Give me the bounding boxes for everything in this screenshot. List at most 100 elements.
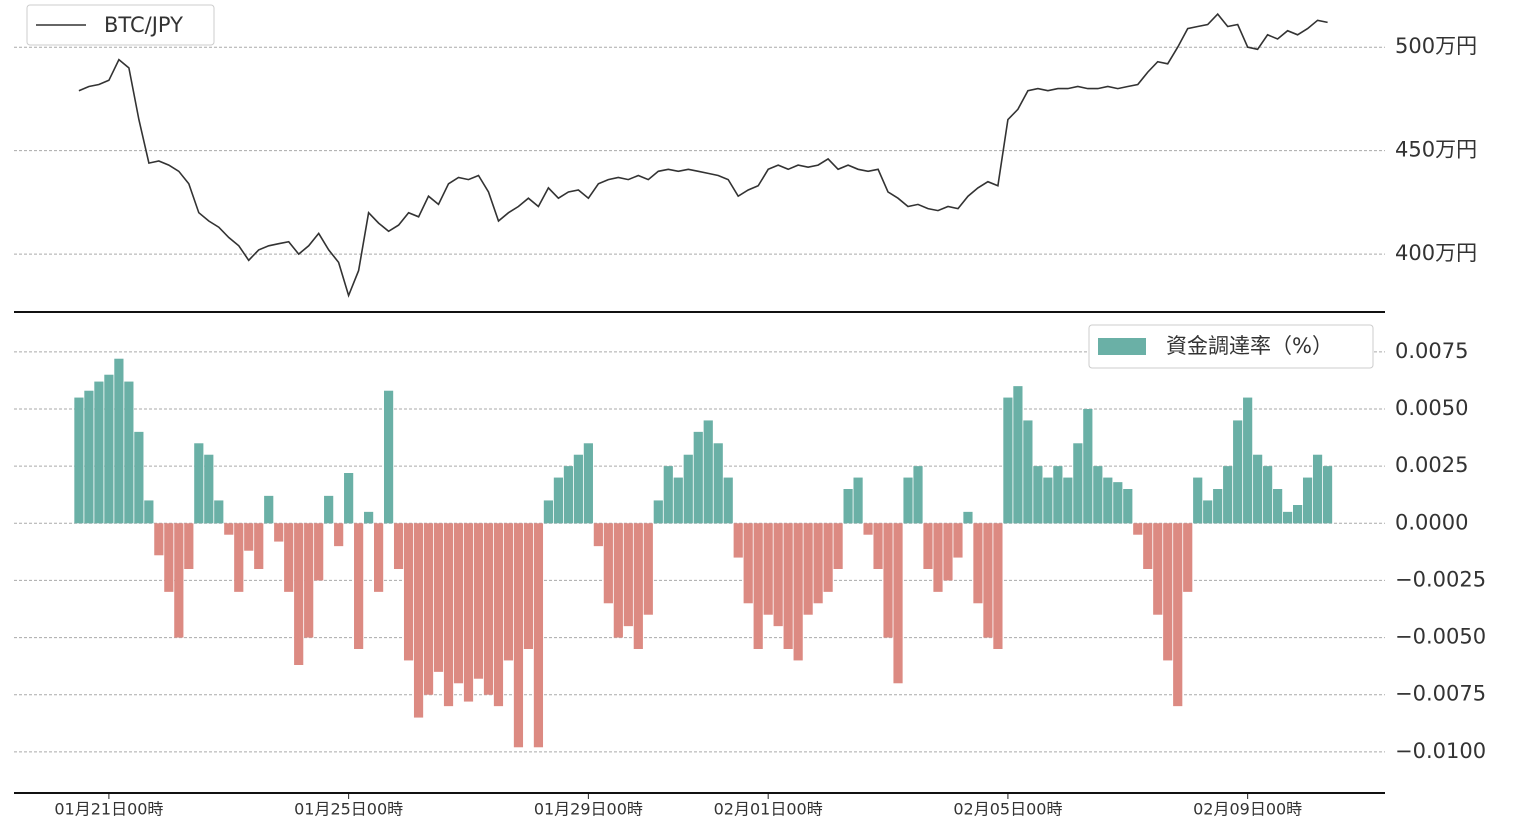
funding-bar [903,477,913,524]
funding-bar [224,523,234,535]
funding-bar [793,523,803,661]
funding-bar [1073,443,1083,524]
funding-bar [783,523,793,649]
funding-bar [983,523,993,638]
funding-bar [913,466,923,524]
funding-bar [1173,523,1183,707]
funding-bar [693,431,703,524]
y-tick-label: −0.0050 [1395,625,1486,649]
funding-bar [1003,397,1013,524]
funding-bar [114,358,124,524]
funding-bar [194,443,204,524]
funding-bar [773,523,783,627]
y-tick-label: 0.0025 [1395,453,1468,477]
funding-bar [284,523,294,592]
funding-bar [1243,397,1253,524]
funding-bar [553,477,563,524]
funding-bar [164,523,174,592]
funding-bar [364,511,374,524]
legend-label: 資金調達率（%） [1166,334,1333,358]
funding-bar [1113,482,1123,524]
funding-bar [893,523,903,684]
funding-bar [493,523,504,707]
funding-bar [433,523,444,672]
funding-bar [503,523,514,661]
legend-box [26,4,215,46]
funding-bar [743,523,753,604]
funding-bar [104,374,114,524]
y-tick-label: 0.0050 [1395,396,1468,420]
funding-bar [144,500,154,524]
funding-bar [823,523,833,592]
legend-label: BTC/JPY [104,13,183,37]
funding-bar [244,523,254,551]
funding-bar [633,523,643,649]
funding-bar [1213,489,1223,524]
funding-bar [1253,454,1263,524]
funding-bar [923,523,933,569]
funding-bar [1123,489,1133,524]
funding-bar [124,381,134,524]
funding-bar [643,523,653,615]
funding-bar [703,420,713,524]
funding-bar [973,523,983,604]
funding-bar [863,523,873,535]
funding-bar [583,443,593,524]
funding-bar [1183,523,1193,592]
funding-bar [74,397,84,524]
funding-bar [324,495,334,524]
funding-bar [154,523,164,556]
funding-bar [1263,466,1273,524]
funding-bar [214,500,224,524]
funding-bar [443,523,454,707]
funding-bar [673,477,683,524]
funding-bar [403,523,414,661]
funding-bar [883,523,893,638]
x-tick-label: 02月01日00時 [714,800,823,819]
funding-bar [833,523,843,569]
funding-bar [963,511,973,524]
funding-bar [134,431,144,524]
funding-bar [94,381,104,524]
funding-bar [733,523,743,558]
funding-bar [1322,466,1333,524]
funding-bar [1293,505,1303,524]
y-tick-label: −0.0100 [1395,739,1486,763]
funding-bar [1063,477,1073,524]
funding-bar [753,523,763,649]
funding-bar [593,523,603,547]
funding-bar [314,523,324,581]
funding-bar [254,523,264,569]
y-tick-label: 400万円 [1395,241,1477,265]
funding-bar [334,523,344,547]
x-tick-label: 02月05日00時 [953,800,1062,819]
funding-bar [1093,466,1103,524]
funding-bar [653,500,663,524]
funding-bar [383,390,394,524]
funding-bar [453,523,464,684]
funding-bar [843,489,853,524]
legend-box [1088,324,1374,369]
funding-bar [533,523,544,748]
y-tick-label: 450万円 [1395,138,1477,162]
funding-bar [1133,523,1143,535]
y-tick-label: −0.0075 [1395,682,1486,706]
funding-bar [1302,477,1313,524]
funding-bar [623,523,633,627]
funding-bar [1103,477,1113,524]
funding-bar [763,523,773,615]
funding-bar [563,466,573,524]
funding-bar [603,523,613,604]
funding-bar [344,473,354,524]
funding-bar [813,523,823,604]
funding-bar [723,477,733,524]
funding-bar [663,466,673,524]
funding-bar [304,523,314,638]
funding-bar [393,523,404,569]
funding-bar [463,523,474,702]
legend-swatch [1098,338,1146,355]
y-tick-label: 500万円 [1395,34,1477,58]
funding-bar [473,523,484,679]
funding-bar [174,523,184,638]
funding-bar [84,390,94,524]
